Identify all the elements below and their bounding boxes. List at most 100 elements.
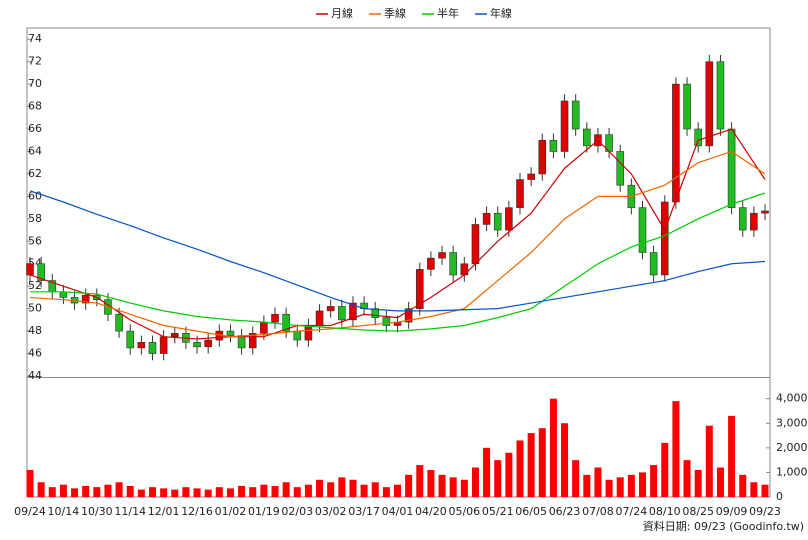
legend-label: 季線 xyxy=(384,6,406,20)
candle-body xyxy=(226,330,235,336)
candle-body xyxy=(304,325,313,341)
volume-bar xyxy=(594,467,602,497)
volume-bar xyxy=(182,487,190,497)
y2-tick-label: 4,000 xyxy=(776,392,808,405)
y-tick-label: 66 xyxy=(28,122,42,135)
volume-bar xyxy=(672,401,680,497)
volume-bar xyxy=(449,477,457,497)
candle-body xyxy=(371,308,380,318)
volume-bar xyxy=(527,433,535,497)
y-tick-label: 50 xyxy=(28,302,42,315)
volume-bar xyxy=(48,487,56,497)
x-tick-label: 10/30 xyxy=(81,505,113,518)
ma-line xyxy=(29,190,766,312)
volume-bar xyxy=(572,460,580,497)
y-tick-label: 52 xyxy=(28,279,42,292)
candle-body xyxy=(170,333,179,338)
volume-bar xyxy=(616,477,624,497)
candle-body xyxy=(505,207,513,231)
candle-body xyxy=(482,212,491,225)
candle-body xyxy=(338,306,346,321)
candle-body xyxy=(716,61,725,130)
volume-bar xyxy=(494,460,502,497)
x-tick-label: 01/19 xyxy=(248,505,280,518)
candle-body xyxy=(415,269,424,309)
y-tick-label: 68 xyxy=(28,100,42,113)
x-tick-label: 09/09 xyxy=(716,505,748,518)
candle-body xyxy=(159,336,168,354)
candle-body xyxy=(137,342,146,349)
volume-bar xyxy=(104,484,112,497)
y-tick-label: 70 xyxy=(28,77,42,90)
volume-bar xyxy=(750,482,758,497)
volume-bar xyxy=(460,479,468,497)
x-tick-label: 12/01 xyxy=(148,505,180,518)
y2-tick-label: 3,000 xyxy=(776,416,808,429)
volume-bar xyxy=(405,474,413,497)
candle-body xyxy=(549,139,558,152)
candle-body xyxy=(750,212,758,231)
candle-body xyxy=(326,306,335,312)
candle-body xyxy=(115,313,123,332)
x-tick-label: 08/25 xyxy=(682,505,714,518)
volume-bar xyxy=(683,460,691,497)
candle-body xyxy=(271,313,279,323)
volume-bar xyxy=(260,484,268,497)
volume-bar xyxy=(627,474,635,497)
ma-line xyxy=(29,150,766,338)
volume-bar xyxy=(516,440,524,497)
volume-bar xyxy=(716,467,724,497)
x-tick-label: 04/20 xyxy=(415,505,447,518)
volume-bar xyxy=(561,423,569,497)
candle-body xyxy=(248,333,257,349)
candle-body xyxy=(282,313,290,332)
x-tick-label: 12/16 xyxy=(181,505,213,518)
volume-bar xyxy=(394,484,401,497)
y-tick-label: 64 xyxy=(28,144,42,157)
volume-bar xyxy=(215,487,223,497)
y-tick-label: 44 xyxy=(28,369,42,382)
volume-bar xyxy=(171,489,179,497)
candle-body xyxy=(638,207,647,253)
candle-body xyxy=(493,212,502,231)
volume-bar xyxy=(416,465,424,497)
volume-bar xyxy=(483,447,491,497)
volume-bar xyxy=(115,482,123,497)
volume-bar xyxy=(360,484,368,497)
volume-bar xyxy=(59,484,67,497)
y-tick-label: 58 xyxy=(28,212,42,225)
candle-body xyxy=(471,224,480,265)
volume-bar xyxy=(349,479,357,497)
x-tick-label: 09/24 xyxy=(14,505,46,518)
y-tick-label: 48 xyxy=(28,324,42,337)
candle-body xyxy=(204,339,212,348)
x-tick-label: 03/17 xyxy=(348,505,380,518)
legend-label: 月線 xyxy=(331,6,353,20)
x-tick-label: 06/23 xyxy=(549,505,581,518)
candle-body xyxy=(438,252,446,259)
candle-body xyxy=(761,210,769,214)
volume-bar xyxy=(204,489,212,497)
volume-bar xyxy=(694,469,702,497)
volume-bar xyxy=(761,484,769,497)
volume-bar xyxy=(661,442,669,497)
candle-body xyxy=(683,83,691,130)
candle-body xyxy=(616,151,625,186)
candle-body xyxy=(237,335,246,349)
volume-bar xyxy=(271,485,279,497)
candle-body xyxy=(37,263,45,281)
candle-body xyxy=(26,263,34,276)
volume-bar xyxy=(371,482,379,497)
x-tick-label: 09/23 xyxy=(749,505,781,518)
volume-bar xyxy=(37,482,45,497)
volume-bar xyxy=(438,474,446,497)
volume-bar xyxy=(304,484,312,497)
volume-bar xyxy=(471,467,479,497)
candle-body xyxy=(538,139,547,175)
candle-body xyxy=(516,179,524,208)
candle-body xyxy=(672,83,680,203)
volume-bar xyxy=(160,488,168,497)
candle-body xyxy=(649,252,658,276)
volume-bar xyxy=(605,479,613,497)
